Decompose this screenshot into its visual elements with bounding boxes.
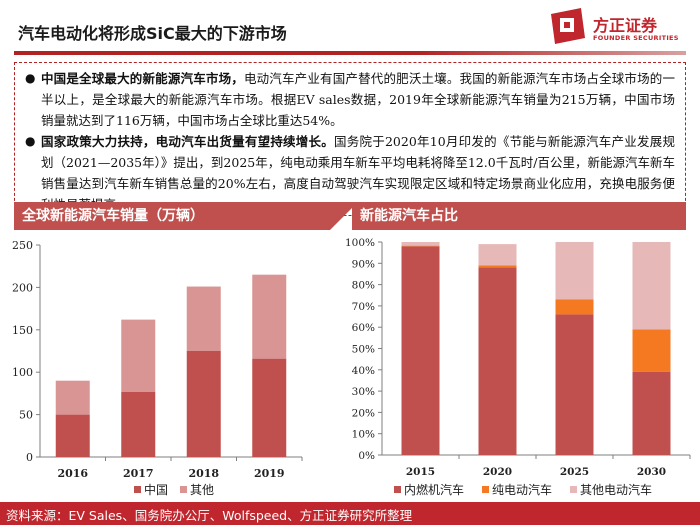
y-tick-label: 250 — [12, 239, 33, 252]
bar-segment — [401, 242, 440, 246]
right-chart-header: 新能源汽车占比 — [352, 202, 686, 230]
bar-segment — [478, 267, 517, 455]
bullet-paragraph: 中国是全球最大的新能源汽车市场，电动汽车产业有国产替代的肥沃土壤。我国的新能源汽… — [41, 68, 675, 131]
bar-segment — [555, 299, 594, 315]
legend-label: 其他 — [190, 483, 214, 497]
legend-label: 内燃机汽车 — [404, 482, 464, 497]
legend-swatch — [180, 486, 187, 493]
bar-segment — [252, 358, 287, 457]
y-tick-label: 20% — [352, 407, 375, 419]
y-tick-label: 50% — [352, 344, 375, 356]
bullet-body: 电动汽车产业有国产替代的肥沃土壤。我国的新能源汽车市场占全球市场的一半以上，是全… — [41, 71, 675, 128]
y-tick-label: 80% — [352, 280, 375, 292]
summary-bullet: ● 中国是全球最大的新能源汽车市场，电动汽车产业有国产替代的肥沃土壤。我国的新能… — [25, 68, 675, 131]
x-tick-label: 2016 — [57, 467, 88, 480]
y-tick-label: 100% — [345, 237, 375, 249]
logo-mark-icon — [551, 8, 585, 44]
x-tick-label: 2019 — [254, 467, 285, 480]
bar-segment — [555, 314, 594, 455]
legend-swatch — [134, 486, 141, 493]
x-tick-label: 2025 — [560, 466, 589, 478]
source-note: 资料来源：EV Sales、国务院办公厅、Wolfspeed、方正证券研究所整理 — [6, 508, 413, 523]
bar-segment — [632, 242, 671, 330]
y-tick-label: 0 — [26, 451, 33, 464]
logo-subtext: FOUNDER SECURITIES — [593, 34, 679, 42]
bullet-body: 国务院于2020年10月印发的《节能与新能源汽车产业发展规划（2021—2035… — [41, 134, 675, 212]
bar-segment — [55, 414, 90, 457]
bullet-heading: 国家政策大力扶持，电动汽车出货量有望持续增长。 — [41, 134, 335, 149]
bar-segment — [632, 371, 671, 455]
page-title: 汽车电动化将形成SiC最大的下游市场 — [18, 24, 287, 43]
bullet-icon: ● — [25, 134, 36, 148]
x-tick-label: 2020 — [483, 466, 512, 478]
y-tick-label: 150 — [12, 324, 33, 337]
bar-segment — [186, 286, 221, 351]
legend-swatch — [482, 486, 489, 493]
legend-label: 其他电动汽车 — [580, 482, 652, 497]
y-tick-label: 30% — [352, 386, 375, 398]
y-tick-label: 0% — [358, 450, 375, 462]
bar-segment — [121, 391, 156, 457]
x-tick-label: 2017 — [123, 467, 154, 480]
sales-bar-chart: 0 50 100 150 200 250 2016 2017 2018 2019 中国 其他 — [12, 239, 303, 497]
bar-segment — [252, 274, 287, 359]
x-tick-label: 2018 — [188, 467, 219, 480]
y-tick-label: 50 — [19, 409, 33, 422]
bar-segment — [121, 319, 156, 392]
left-chart-header: 全球新能源汽车销量（万辆） — [14, 202, 358, 230]
bar-segment — [186, 351, 221, 457]
y-tick-label: 100 — [12, 366, 33, 379]
y-tick-label: 90% — [352, 258, 375, 270]
bar-segment — [478, 265, 517, 268]
x-tick-label: 2015 — [406, 466, 435, 478]
bar-segment — [555, 242, 594, 300]
bullet-paragraph: 国家政策大力扶持，电动汽车出货量有望持续增长。国务院于2020年10月印发的《节… — [41, 131, 675, 215]
bar-segment — [478, 244, 517, 266]
bar-segment — [632, 329, 671, 372]
legend-label: 中国 — [144, 482, 168, 497]
legend-swatch — [570, 486, 577, 493]
summary-box: ● 中国是全球最大的新能源汽车市场，电动汽车产业有国产替代的肥沃土壤。我国的新能… — [14, 62, 686, 216]
y-tick-label: 60% — [352, 322, 375, 334]
y-tick-label: 70% — [352, 301, 375, 313]
logo-text: 方正证券 — [593, 16, 658, 35]
y-tick-label: 10% — [352, 429, 375, 441]
brand-logo: 方正证券 FOUNDER SECURITIES — [545, 6, 695, 48]
legend-swatch — [394, 486, 401, 493]
bullet-icon: ● — [25, 71, 36, 85]
bar-segment — [401, 245, 440, 247]
legend-label: 纯电动汽车 — [492, 482, 552, 497]
header-divider — [14, 51, 686, 55]
y-tick-label: 40% — [352, 365, 375, 377]
summary-bullet: ● 国家政策大力扶持，电动汽车出货量有望持续增长。国务院于2020年10月印发的… — [25, 131, 675, 215]
bar-segment — [55, 380, 90, 415]
footer-bar: 资料来源：EV Sales、国务院办公厅、Wolfspeed、方正证券研究所整理 — [0, 502, 700, 525]
share-bar-chart: 0% 10% 20% 30% 40% 50% 60% 70% 80% 90% 100% 2015 202… — [345, 237, 691, 497]
bullet-heading: 中国是全球最大的新能源汽车市场， — [41, 71, 244, 86]
bar-segment — [401, 246, 440, 455]
x-tick-label: 2030 — [637, 466, 666, 478]
y-tick-label: 200 — [12, 281, 33, 294]
